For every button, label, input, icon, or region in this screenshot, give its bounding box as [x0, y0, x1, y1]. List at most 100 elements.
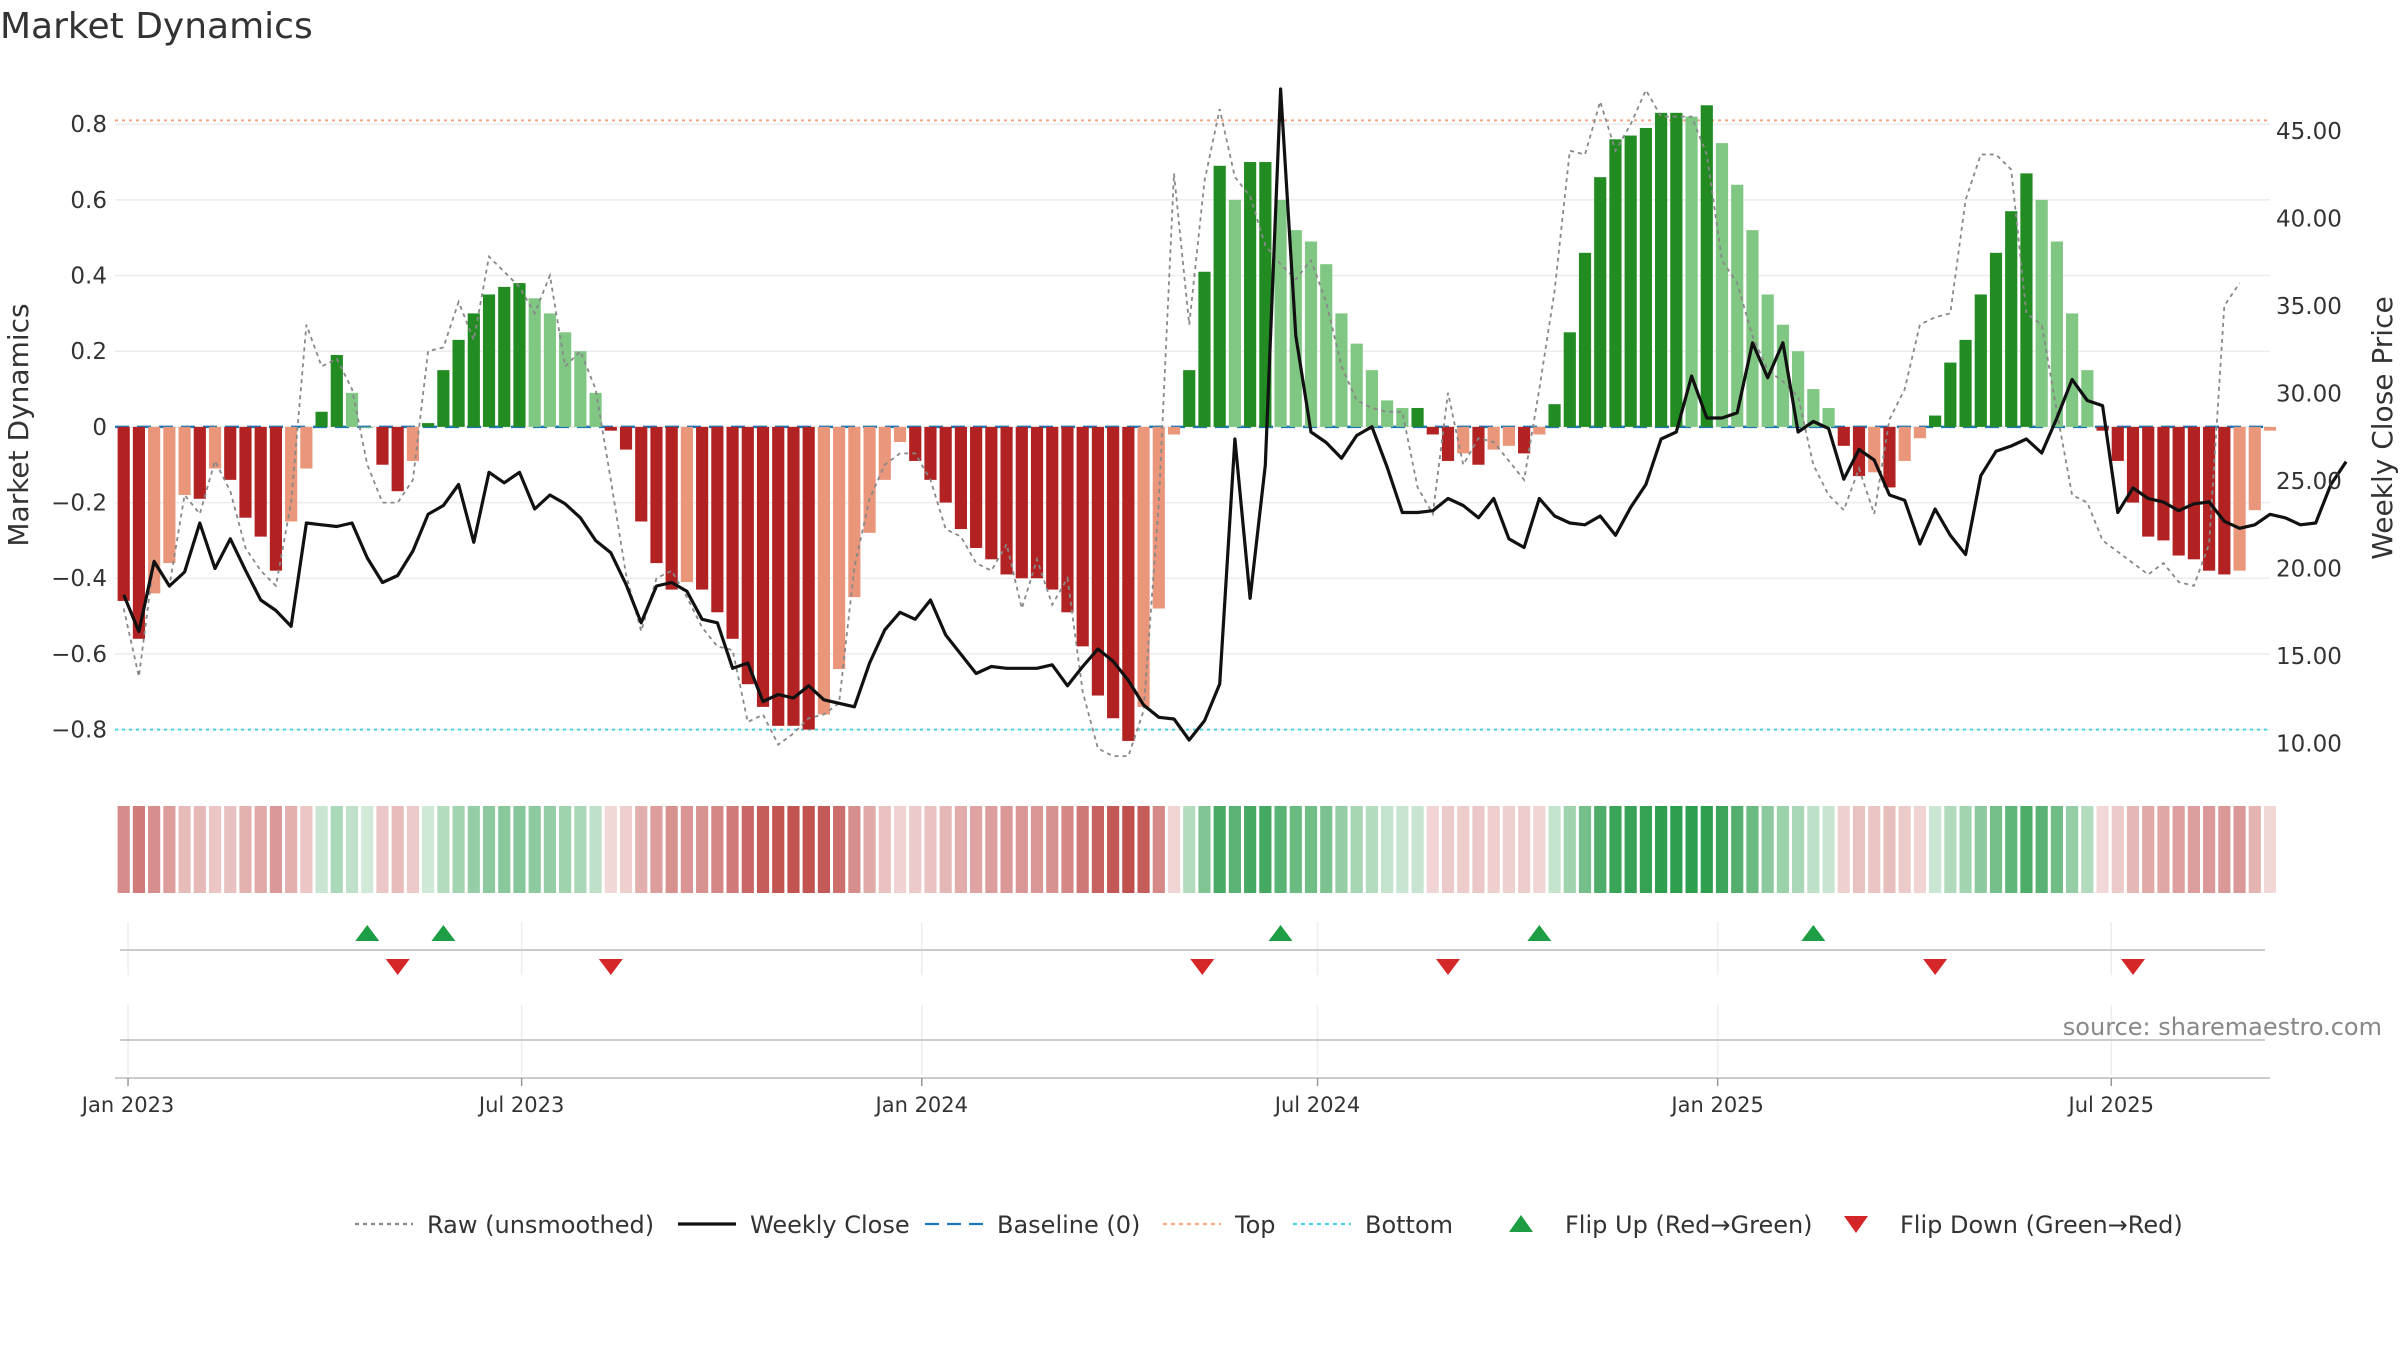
- dynamics-bar: [2050, 241, 2063, 427]
- dynamics-bar: [954, 426, 967, 530]
- legend-label: Raw (unsmoothed): [427, 1211, 654, 1239]
- dynamics-bar: [2157, 426, 2170, 541]
- left-tick-label: −0.6: [51, 642, 107, 668]
- legend-item: Weekly Close: [678, 1211, 910, 1239]
- dynamics-bar: [1122, 426, 1135, 741]
- dynamics-bar: [345, 392, 359, 427]
- dynamics-bar: [1868, 426, 1881, 473]
- regime-cell: [1198, 806, 1211, 893]
- raw-line: [122, 88, 2241, 757]
- flip-down-marker: [598, 959, 623, 975]
- dynamics-bar: [1381, 400, 1394, 427]
- dynamics-bar: [1304, 241, 1318, 427]
- dynamics-bar: [406, 426, 420, 461]
- regime-cell: [1350, 806, 1363, 893]
- dynamics-bar: [1015, 426, 1028, 579]
- regime-cell: [787, 806, 800, 893]
- regime-cell: [1518, 806, 1531, 893]
- regime-cell: [1594, 806, 1607, 893]
- regime-cell: [726, 806, 739, 893]
- dynamics-bar: [1183, 370, 1196, 427]
- dynamics-bar: [711, 426, 724, 613]
- dynamics-bar: [863, 426, 876, 533]
- dynamics-bar: [1594, 177, 1607, 427]
- dynamics-bar: [1548, 404, 1561, 427]
- regime-cell: [559, 806, 572, 893]
- dynamics-bar: [2218, 426, 2231, 575]
- dynamics-bar: [1989, 252, 2003, 427]
- dynamics-bar: [1091, 426, 1104, 696]
- dynamics-bar: [1244, 162, 1257, 427]
- regime-cell: [2005, 806, 2018, 893]
- regime-cell: [132, 806, 146, 893]
- dynamics-bar: [1472, 426, 1485, 465]
- dynamics-bar: [650, 426, 663, 564]
- regime-cell: [1426, 806, 1439, 893]
- regime-cell: [406, 806, 420, 893]
- right-tick-label: 30.00: [2276, 382, 2342, 408]
- regime-cell: [1411, 806, 1424, 893]
- legend-item: Flip Up (Red→Green): [1509, 1211, 1813, 1239]
- regime-cell: [1228, 806, 1241, 893]
- dynamics-bar: [1944, 362, 1957, 427]
- regime-cell: [772, 806, 785, 893]
- x-tick-label: Jul 2023: [477, 1093, 564, 1117]
- dynamics-bar: [1639, 127, 1652, 427]
- flip-up-marker: [431, 925, 456, 941]
- regime-cell: [117, 806, 130, 893]
- dynamics-bar: [2248, 426, 2261, 511]
- dynamics-bar: [2126, 426, 2140, 503]
- regime-cell: [224, 806, 237, 893]
- dynamics-bar: [1883, 426, 1896, 488]
- regime-cell: [498, 806, 511, 893]
- regime-cell: [315, 806, 328, 893]
- regime-cell: [1913, 806, 1926, 893]
- regime-cell: [1381, 806, 1394, 893]
- regime-cell: [391, 806, 404, 893]
- dynamics-bar: [924, 426, 937, 480]
- x-tick-label: Jan 2025: [1669, 1093, 1764, 1117]
- legend: Raw (unsmoothed) Weekly Close Baseline (0)…: [355, 1211, 2183, 1239]
- regime-cell: [1868, 806, 1881, 893]
- dynamics-bar: [2066, 313, 2079, 427]
- dynamics-bar: [148, 426, 161, 594]
- regime-cell: [756, 806, 770, 893]
- regime-cell: [2035, 806, 2048, 893]
- regime-cell: [2233, 806, 2246, 893]
- regime-cell: [345, 806, 359, 893]
- regime-cell: [1335, 806, 1348, 893]
- regime-cell: [939, 806, 952, 893]
- dynamics-bar: [1670, 112, 1683, 427]
- regime-cell: [254, 806, 267, 893]
- regime-cell: [1685, 806, 1698, 893]
- regime-cell: [1183, 806, 1196, 893]
- regime-cell: [878, 806, 891, 893]
- flip-down-marker: [2121, 959, 2146, 975]
- dynamics-bar: [482, 294, 496, 427]
- dynamics-bar: [528, 298, 541, 427]
- regime-cell: [1320, 806, 1333, 893]
- dynamics-bar: [193, 426, 206, 499]
- dynamics-bar: [817, 426, 830, 715]
- dynamics-bar: [1213, 165, 1226, 427]
- regime-cell: [1061, 806, 1074, 893]
- regime-cell: [1244, 806, 1257, 893]
- dynamics-bar: [1396, 407, 1409, 427]
- dynamics-bar: [1609, 139, 1622, 427]
- regime-cell: [985, 806, 998, 893]
- regime-cell: [604, 806, 617, 893]
- regime-cell: [1989, 806, 2003, 893]
- flip-down-marker: [1923, 959, 1948, 975]
- dynamics-bar: [2020, 173, 2033, 427]
- regime-cell: [148, 806, 161, 893]
- dynamics-bar: [285, 426, 298, 522]
- regime-cell: [1639, 806, 1652, 893]
- regime-cell: [163, 806, 176, 893]
- dynamics-bar: [513, 283, 526, 427]
- dynamics-bar: [1898, 426, 1911, 461]
- dynamics-bar: [833, 426, 846, 670]
- dynamics-bar: [1152, 426, 1165, 609]
- flip-up-marker: [355, 925, 380, 941]
- regime-cell: [178, 806, 191, 893]
